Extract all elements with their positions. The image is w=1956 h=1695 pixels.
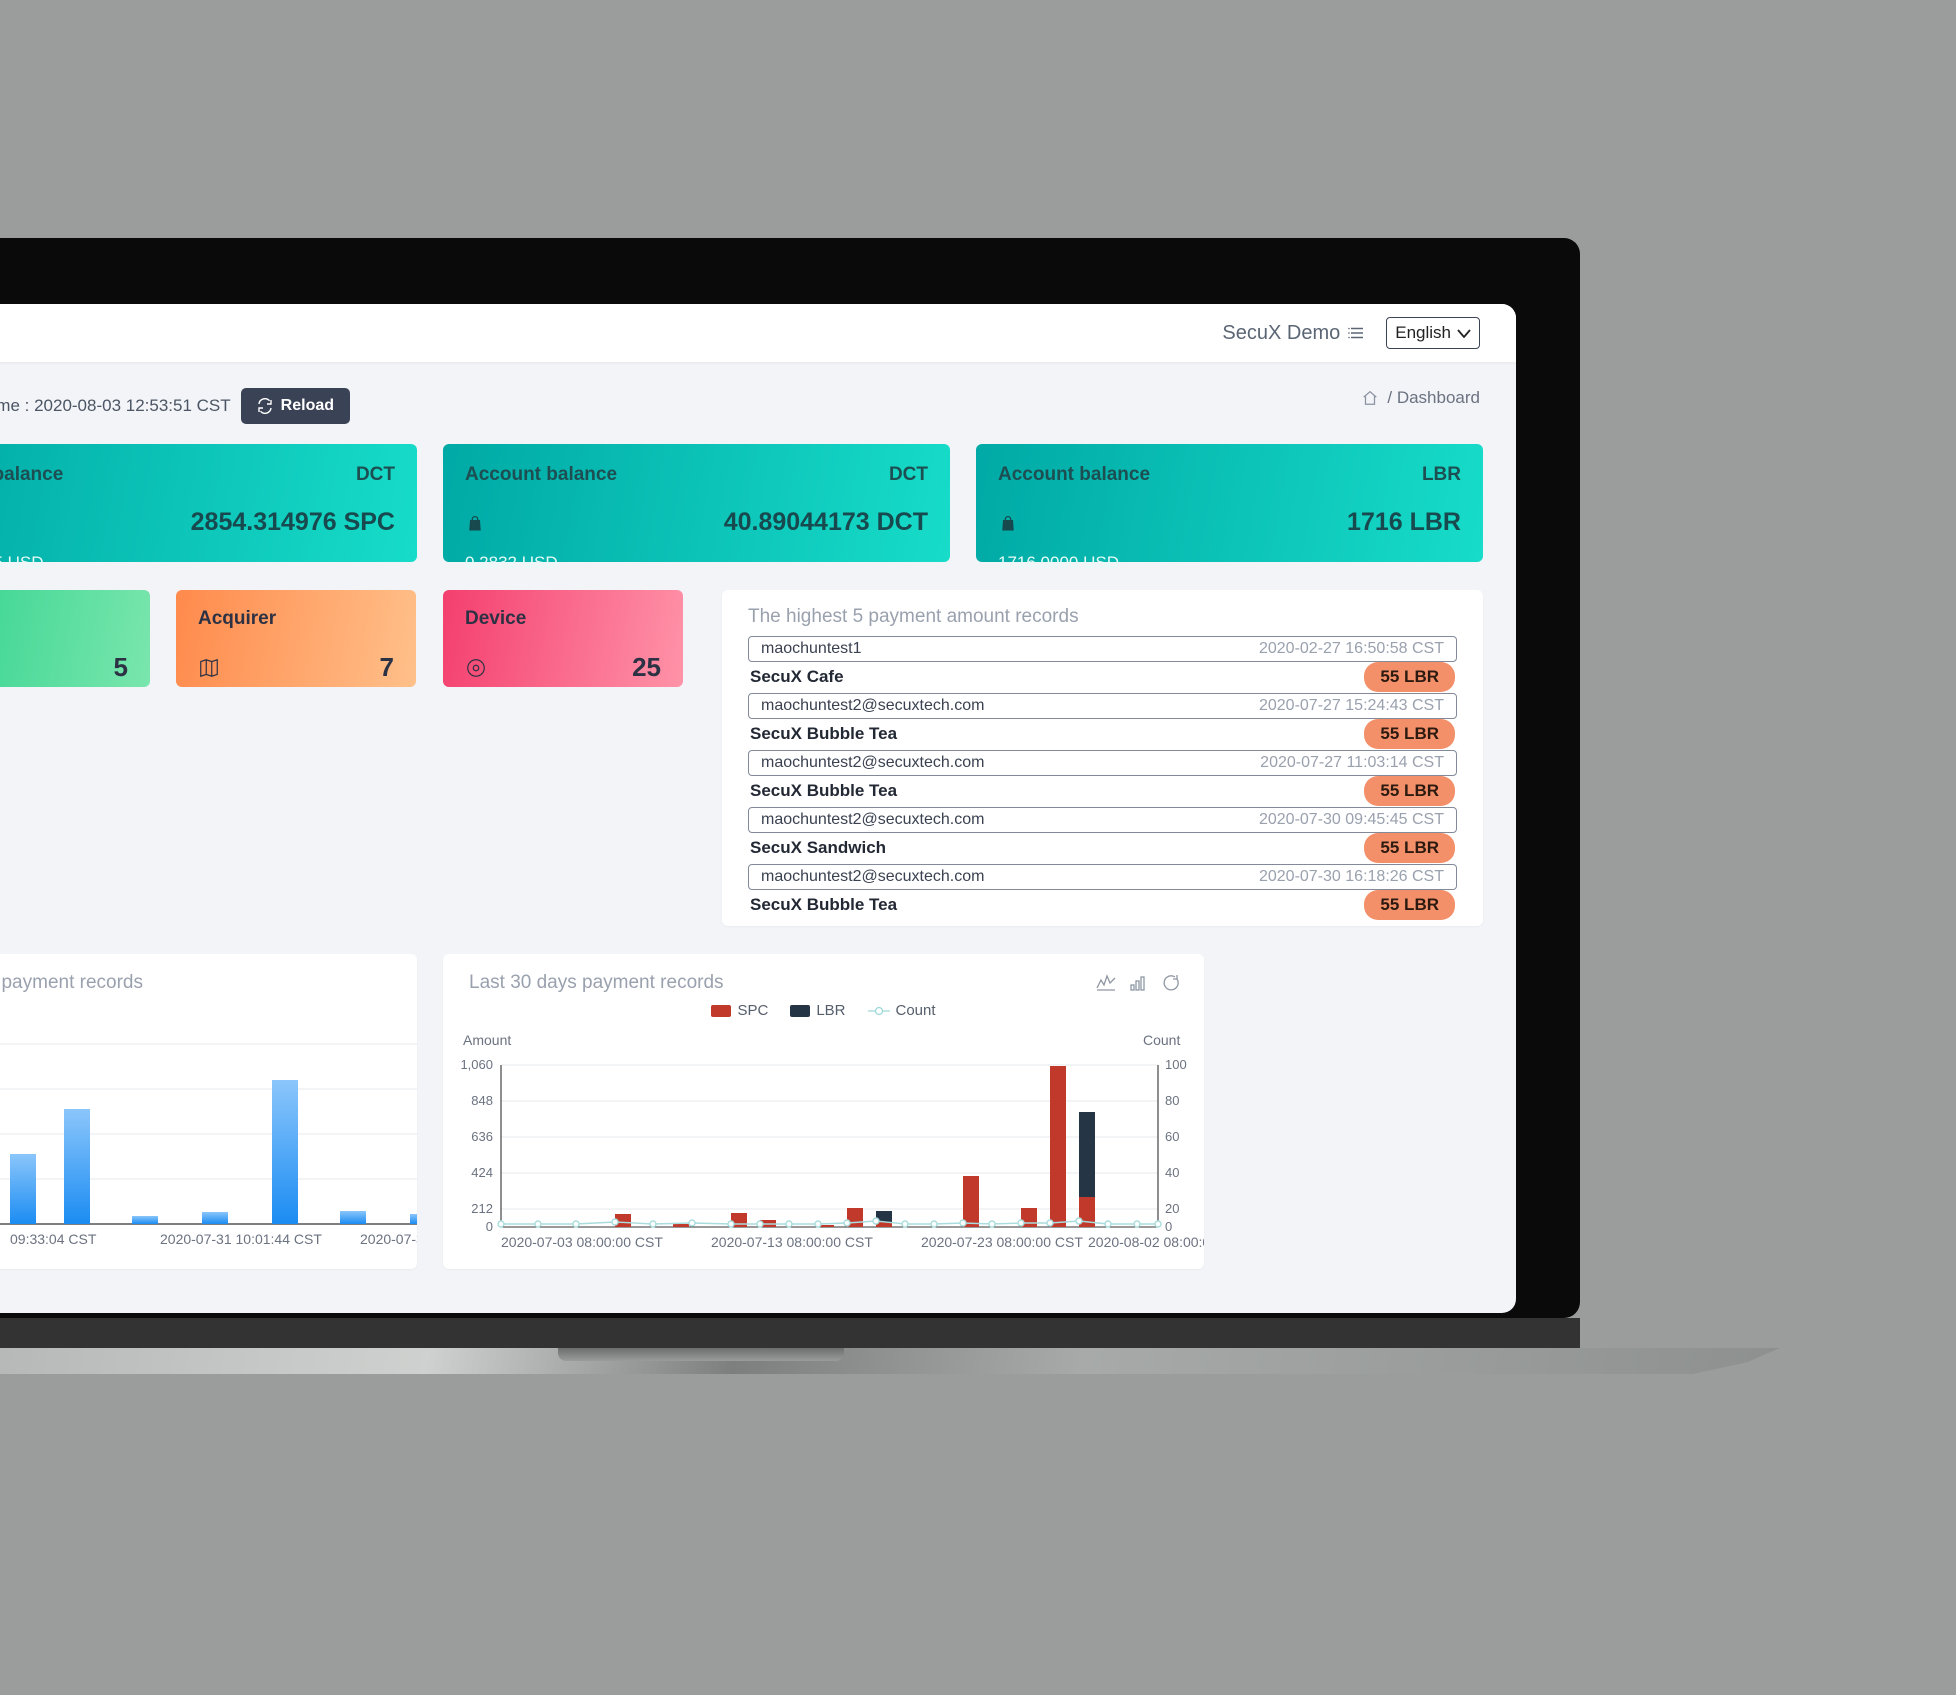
- svg-text:2020-07-03 08:00:00 CST: 2020-07-03 08:00:00 CST: [501, 1234, 663, 1250]
- svg-text:2020-07-31 10:01:44 CST: 2020-07-31 10:01:44 CST: [160, 1231, 322, 1247]
- svg-text:2020-07-13 08:00:00 CST: 2020-07-13 08:00:00 CST: [711, 1234, 873, 1250]
- svg-text:636: 636: [471, 1129, 493, 1144]
- svg-text:212: 212: [471, 1201, 493, 1216]
- svg-text:09:33:04 CST: 09:33:04 CST: [10, 1231, 97, 1247]
- svg-text:0: 0: [1165, 1219, 1172, 1234]
- svg-text:0: 0: [486, 1219, 493, 1234]
- svg-text:1,060: 1,060: [460, 1057, 493, 1072]
- svg-text:2020-07-23 08:00:00 CST: 2020-07-23 08:00:00 CST: [921, 1234, 1083, 1250]
- svg-text:424: 424: [471, 1165, 493, 1180]
- svg-text:80: 80: [1165, 1093, 1179, 1108]
- svg-text:2020-07-31 10:16:21 CST: 2020-07-31 10:16:21 CST: [360, 1231, 417, 1247]
- svg-text:848: 848: [471, 1093, 493, 1108]
- svg-text:2020-08-02 08:00:00 CST: 2020-08-02 08:00:00 CST: [1088, 1234, 1204, 1250]
- svg-text:100: 100: [1165, 1057, 1187, 1072]
- svg-text:40: 40: [1165, 1165, 1179, 1180]
- svg-text:20: 20: [1165, 1201, 1179, 1216]
- svg-text:Amount: Amount: [463, 1032, 511, 1048]
- svg-text:Count: Count: [1143, 1032, 1180, 1048]
- svg-text:60: 60: [1165, 1129, 1179, 1144]
